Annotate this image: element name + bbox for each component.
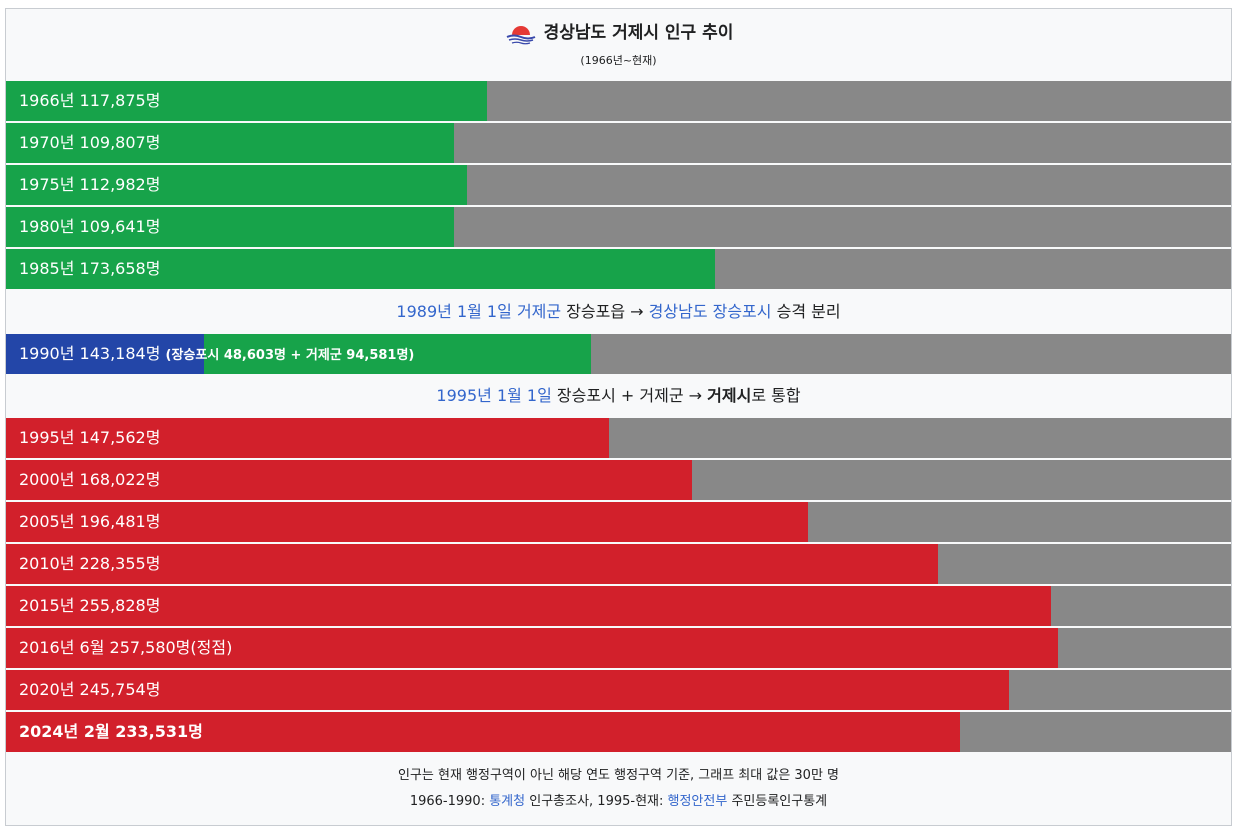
note-1995-date-link[interactable]: 1995년 1월 1일 — [436, 386, 552, 405]
bar-segment-geoje-gun — [204, 334, 591, 374]
note-1989-from-rest: 장승포읍 → — [561, 302, 649, 321]
bar-row: 1980년 109,641명 — [6, 207, 1231, 247]
bar-label: 2015년 255,828명 — [19, 596, 161, 615]
note-1989-date-link[interactable]: 1989년 1월 1일 — [396, 302, 512, 321]
note-1995-result: 거제시 — [707, 386, 752, 405]
bar-label: 1966년 117,875명 — [19, 91, 161, 110]
bar-row: 2024년 2월 233,531명 — [6, 712, 1231, 752]
bar — [6, 586, 1051, 626]
bar — [6, 670, 1010, 710]
footer-mois-link[interactable]: 행정안전부 — [667, 794, 728, 809]
bar — [6, 165, 468, 205]
footer-sources: 1966-1990: 통계청 인구총조사, 1995-현재: 행정안전부 주민등… — [6, 789, 1231, 815]
bar-label: 2016년 6월 257,580명(정점) — [19, 638, 233, 657]
bar-label-1990-detail: (장승포시 48,603명 + 거제군 94,581명) — [165, 348, 415, 363]
population-chart-panel: 경상남도 거제시 인구 추이 (1966년~현재) 1966년 117,875명… — [5, 8, 1232, 826]
note-1995-suffix: 로 통합 — [751, 386, 801, 405]
bar — [6, 418, 609, 458]
bar-row: 2005년 196,481명 — [6, 502, 1231, 542]
bar — [6, 249, 716, 289]
bar-label: 2010년 228,355명 — [19, 554, 161, 573]
bar — [6, 712, 960, 752]
bar-label: 1985년 173,658명 — [19, 259, 161, 278]
note-1995-text: 장승포시 + 거제군 → — [551, 386, 708, 405]
bar — [6, 460, 693, 500]
bar-row: 2016년 6월 257,580명(정점) — [6, 628, 1231, 668]
bar-row: 1985년 173,658명 — [6, 249, 1231, 289]
bar — [6, 628, 1058, 668]
merge-1995-note: 1995년 1월 1일 장승포시 + 거제군 → 거제시로 통합 — [6, 376, 1231, 416]
bar-label: 2005년 196,481명 — [19, 512, 161, 531]
chart-title: 경상남도 거제시 인구 추이 — [543, 23, 734, 43]
chart-header: 경상남도 거제시 인구 추이 (1966년~현재) — [6, 9, 1231, 81]
bar-row: 1966년 117,875명 — [6, 81, 1231, 121]
note-1989-from-link[interactable]: 거제군 — [516, 302, 562, 321]
bar-label: 1970년 109,807명 — [19, 133, 161, 152]
note-1989-to-link[interactable]: 경상남도 장승포시 — [648, 302, 772, 321]
footer-sources-suffix: 주민등록인구통계 — [727, 794, 828, 809]
geoje-city-emblem-icon — [506, 26, 535, 45]
bar-row: 2010년 228,355명 — [6, 544, 1231, 584]
footer-sources-prefix: 1966-1990: — [409, 794, 490, 809]
bar-label: 2024년 2월 233,531명 — [19, 722, 203, 741]
bar-label-1990: 1990년 143,184명 (장승포시 48,603명 + 거제군 94,58… — [19, 334, 414, 374]
split-1989-note: 1989년 1월 1일 거제군 장승포읍 → 경상남도 장승포시 승격 분리 — [6, 292, 1231, 332]
chart-title-row: 경상남도 거제시 인구 추이 — [6, 19, 1231, 47]
bar-label: 1980년 109,641명 — [19, 217, 161, 236]
chart-subtitle: (1966년~현재) — [580, 54, 657, 67]
bar — [6, 502, 809, 542]
bar-row: 1970년 109,807명 — [6, 123, 1231, 163]
bar-row: 2000년 168,022명 — [6, 460, 1231, 500]
bar — [6, 123, 455, 163]
chart-footer: 인구는 현재 행정구역이 아닌 해당 연도 행정구역 기준, 그래프 최대 값은… — [6, 763, 1231, 815]
bar — [6, 207, 454, 247]
bar-row: 2020년 245,754명 — [6, 670, 1231, 710]
footer-note: 인구는 현재 행정구역이 아닌 해당 연도 행정구역 기준, 그래프 최대 값은… — [397, 768, 840, 783]
bar-row: 1995년 147,562명 — [6, 418, 1231, 458]
bar-row: 1975년 112,982명 — [6, 165, 1231, 205]
bar — [6, 81, 488, 121]
bar-label: 2020년 245,754명 — [19, 680, 161, 699]
bar-label-1990-main: 1990년 143,184명 — [19, 344, 161, 363]
bar-label: 1975년 112,982명 — [19, 175, 161, 194]
note-1989-suffix: 승격 분리 — [771, 302, 841, 321]
bar — [6, 544, 939, 584]
bar-label: 2000년 168,022명 — [19, 470, 161, 489]
footer-statistics-korea-link[interactable]: 통계청 — [489, 794, 526, 809]
bar-segment-jangseungpo — [6, 334, 205, 374]
bar-label: 1995년 147,562명 — [19, 428, 161, 447]
footer-sources-mid: 인구총조사, 1995-현재: — [525, 794, 668, 809]
bar-row-1990: 1990년 143,184명 (장승포시 48,603명 + 거제군 94,58… — [6, 334, 1231, 374]
bar-row: 2015년 255,828명 — [6, 586, 1231, 626]
